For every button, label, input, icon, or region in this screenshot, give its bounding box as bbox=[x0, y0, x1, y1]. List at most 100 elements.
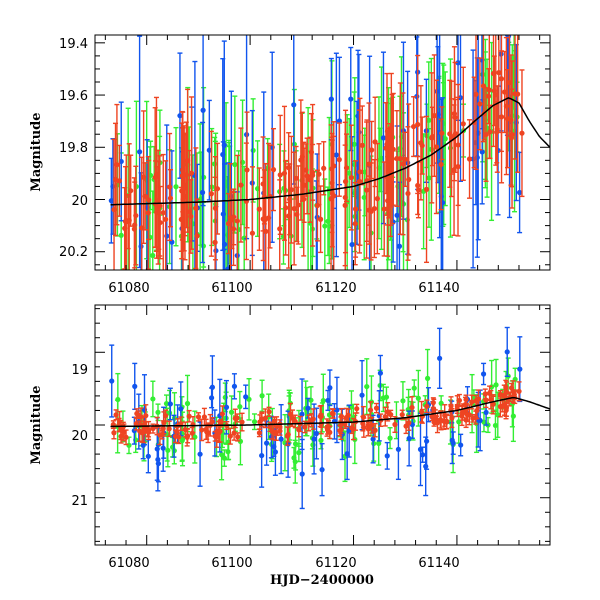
red-data-point bbox=[160, 210, 166, 216]
blue-data-point bbox=[197, 451, 203, 457]
red-data-point bbox=[204, 429, 210, 435]
red-data-point bbox=[508, 117, 514, 123]
red-data-point bbox=[160, 425, 166, 432]
top-y-tick-label: 19.8 bbox=[59, 141, 88, 156]
red-data-point bbox=[212, 433, 218, 439]
red-data-point bbox=[357, 169, 363, 175]
blue-data-point bbox=[231, 383, 238, 389]
red-data-point bbox=[359, 142, 365, 148]
blue-data-point bbox=[423, 463, 429, 469]
red-data-point bbox=[374, 196, 380, 202]
green-data-point bbox=[251, 419, 258, 425]
red-data-point bbox=[490, 70, 497, 77]
blue-data-point bbox=[145, 453, 151, 459]
red-data-point bbox=[387, 183, 394, 189]
red-data-point bbox=[519, 130, 525, 136]
red-data-point bbox=[406, 420, 412, 426]
blue-data-point bbox=[132, 383, 138, 389]
bottom-x-tick-label: 61100 bbox=[211, 556, 252, 571]
green-data-point bbox=[150, 396, 156, 402]
top-y-axis-label: Magnitude bbox=[29, 112, 44, 191]
green-data-point bbox=[495, 412, 501, 418]
red-data-point bbox=[349, 425, 355, 431]
top-panel: 61080 61100 61120 61140 19.4 19.6 19.8 2… bbox=[29, 34, 551, 296]
red-data-point bbox=[286, 165, 292, 171]
green-data-point bbox=[376, 440, 382, 446]
red-data-point bbox=[293, 175, 299, 181]
red-data-point bbox=[256, 206, 262, 212]
red-data-point bbox=[219, 411, 226, 417]
red-data-point bbox=[372, 427, 378, 433]
bottom-x-tick-label: 61080 bbox=[108, 556, 149, 571]
red-data-point bbox=[256, 430, 263, 436]
red-data-point bbox=[145, 427, 152, 434]
red-data-point bbox=[182, 426, 188, 433]
red-data-point bbox=[470, 415, 476, 421]
red-data-point bbox=[289, 415, 296, 421]
red-data-point bbox=[113, 412, 119, 418]
blue-data-point bbox=[272, 449, 279, 455]
red-data-point bbox=[449, 415, 455, 421]
red-data-point bbox=[301, 182, 307, 188]
red-data-point bbox=[298, 157, 304, 163]
green-data-point bbox=[126, 442, 132, 448]
red-data-point bbox=[277, 428, 283, 434]
green-data-point bbox=[424, 375, 431, 381]
top-y-tick-label: 20 bbox=[71, 194, 88, 209]
green-data-point bbox=[200, 243, 206, 249]
blue-data-point bbox=[209, 395, 215, 401]
red-data-point bbox=[419, 409, 425, 415]
green-data-point bbox=[318, 437, 324, 443]
green-data-point bbox=[493, 382, 499, 388]
red-data-point bbox=[271, 418, 278, 424]
blue-data-point bbox=[167, 401, 173, 407]
red-data-point bbox=[281, 170, 288, 176]
red-data-point bbox=[360, 421, 366, 427]
red-data-point bbox=[338, 422, 344, 428]
red-data-point bbox=[263, 228, 269, 234]
green-data-point bbox=[383, 394, 390, 400]
red-data-point bbox=[270, 167, 277, 173]
green-data-point bbox=[150, 252, 156, 259]
red-data-point bbox=[304, 173, 310, 179]
red-data-point bbox=[234, 218, 241, 224]
blue-data-point bbox=[311, 436, 317, 442]
red-data-point bbox=[277, 226, 283, 232]
red-data-point bbox=[141, 174, 147, 180]
red-data-point bbox=[366, 161, 372, 167]
red-data-point bbox=[260, 216, 266, 222]
red-data-point bbox=[152, 201, 159, 207]
blue-data-point bbox=[479, 149, 485, 155]
green-data-point bbox=[346, 170, 352, 176]
green-data-point bbox=[232, 161, 238, 168]
red-data-point bbox=[307, 177, 313, 183]
bottom-panel-model-curve bbox=[110, 396, 550, 428]
red-data-point bbox=[473, 398, 479, 404]
red-data-point bbox=[212, 239, 218, 245]
red-data-point bbox=[493, 92, 499, 98]
red-data-point bbox=[444, 418, 450, 424]
red-data-point bbox=[460, 121, 466, 127]
red-data-point bbox=[150, 425, 156, 432]
blue-data-point bbox=[137, 149, 143, 155]
red-data-point bbox=[448, 403, 454, 409]
bottom-panel-data-points bbox=[109, 326, 523, 510]
red-data-point bbox=[390, 146, 396, 152]
green-data-point bbox=[292, 459, 298, 465]
red-data-point bbox=[411, 123, 417, 130]
red-data-point bbox=[437, 417, 443, 423]
green-data-point bbox=[296, 450, 302, 456]
red-data-point bbox=[429, 413, 435, 419]
red-data-point bbox=[194, 233, 200, 239]
blue-data-point bbox=[377, 370, 384, 376]
red-data-point bbox=[232, 415, 238, 421]
bottom-y-tick-label: 21 bbox=[71, 494, 88, 509]
red-data-point bbox=[482, 391, 488, 397]
red-data-point bbox=[327, 429, 333, 435]
red-data-point bbox=[490, 401, 496, 407]
red-data-point bbox=[329, 180, 335, 186]
red-data-point bbox=[415, 121, 421, 128]
green-data-point bbox=[237, 438, 244, 444]
green-data-point bbox=[322, 223, 328, 229]
blue-data-point bbox=[359, 392, 365, 398]
